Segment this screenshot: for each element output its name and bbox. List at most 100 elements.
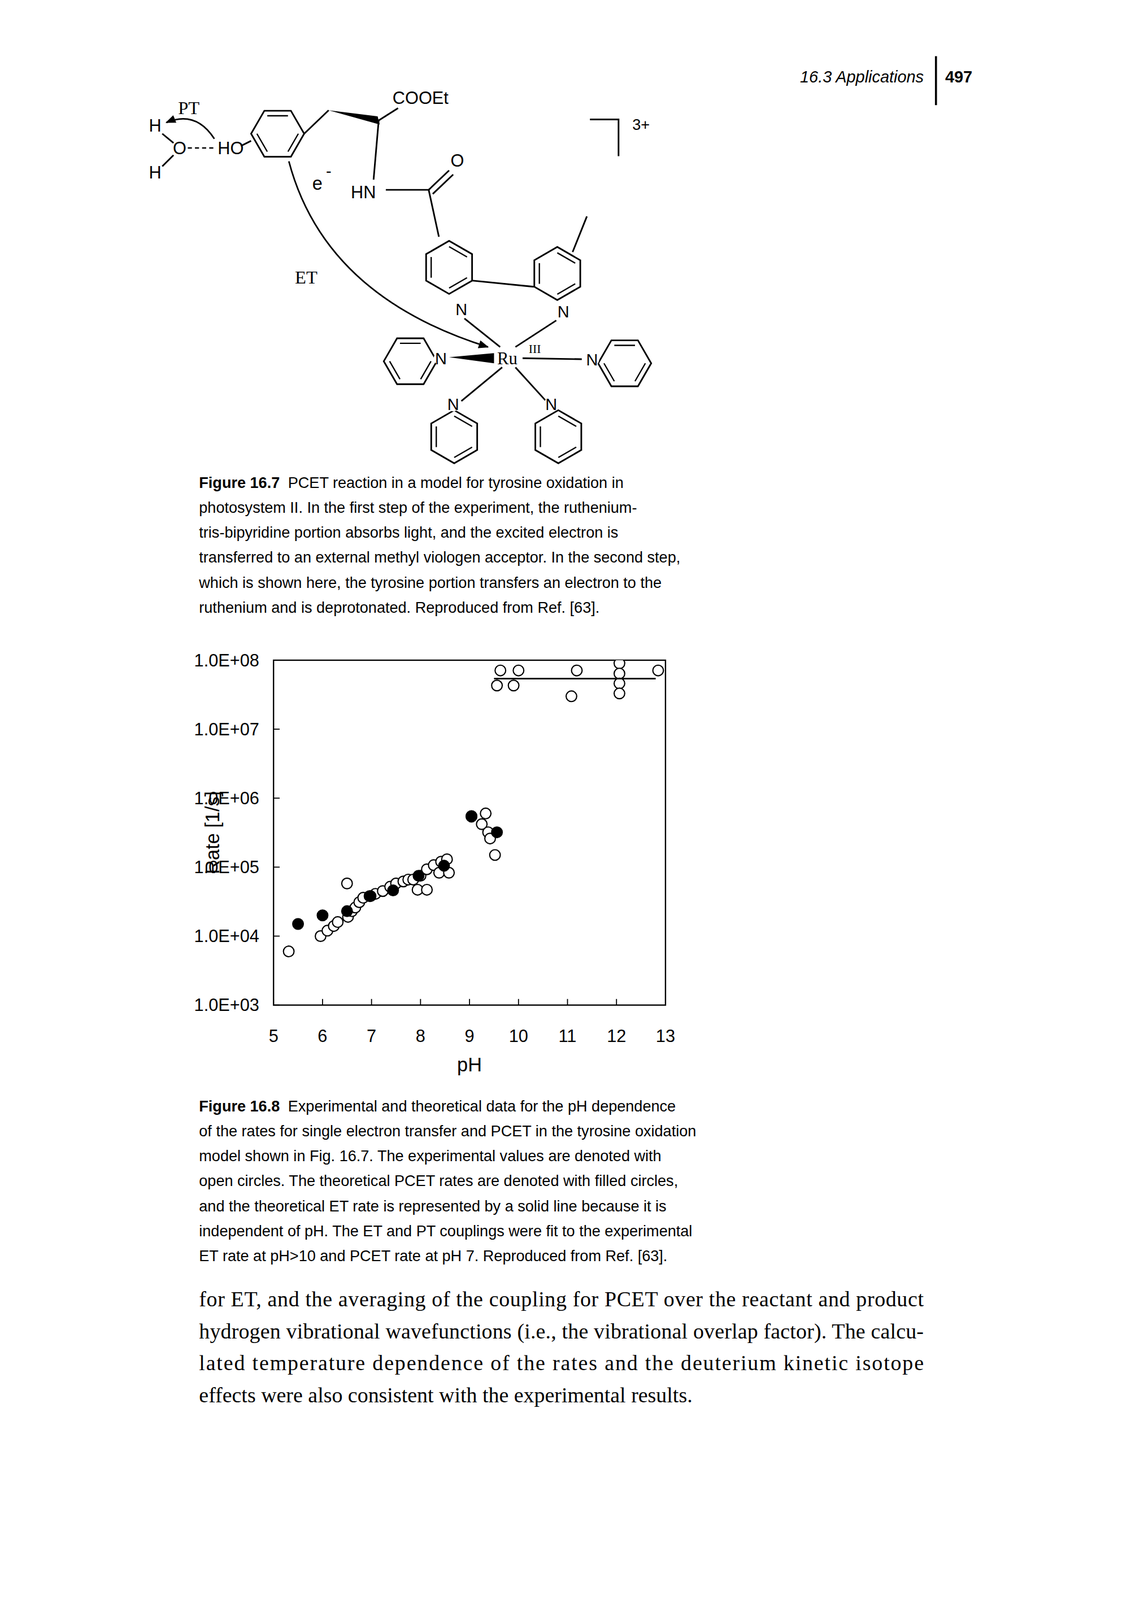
caption-text: model shown in Fig. 16.7. The experiment… xyxy=(198,1147,662,1165)
experiment-point xyxy=(614,688,625,699)
caption-text: independent of pH. The ET and PT couplin… xyxy=(198,1222,693,1241)
experiment-point xyxy=(466,811,477,823)
structure-label: ET xyxy=(294,267,318,288)
experiment-point xyxy=(614,660,625,669)
theory-point xyxy=(341,906,353,917)
structure-label: e xyxy=(312,173,323,194)
caption-text: of the rates for single electron transfe… xyxy=(198,1122,697,1141)
caption-line: transferred to an external methyl violog… xyxy=(198,548,681,567)
bond xyxy=(538,263,541,285)
caption-line: Figure 16.8Experimental and theoretical … xyxy=(198,1097,676,1116)
x-tick xyxy=(419,999,421,1006)
caption-text: PCET reaction in a model for tyrosine ox… xyxy=(288,473,624,492)
experiment-point xyxy=(283,946,295,958)
y-axis-title: Rate [1/s] xyxy=(201,791,224,875)
bond xyxy=(464,318,500,348)
bond xyxy=(572,216,587,252)
bond xyxy=(557,253,576,264)
page-number: 497 xyxy=(945,67,973,86)
body-line: for ET, and the averaging of the couplin… xyxy=(198,1287,924,1312)
structure-label: PT xyxy=(177,97,200,119)
theory-point xyxy=(466,811,477,823)
structure-label: N xyxy=(585,350,598,369)
charge-bracket xyxy=(589,119,619,156)
bond xyxy=(420,361,432,380)
bond xyxy=(428,170,450,190)
x-tick-label: 9 xyxy=(464,1026,475,1047)
caption-line: open circles. The theoretical PCET rates… xyxy=(198,1172,678,1190)
y-tick xyxy=(273,797,280,799)
bond xyxy=(399,342,421,345)
bond xyxy=(558,447,577,458)
caption-text: transferred to an external methyl violog… xyxy=(198,548,681,567)
structure-label: N xyxy=(447,395,460,414)
y-tick xyxy=(273,728,280,730)
experiment-point xyxy=(491,680,503,691)
x-tick-label: 10 xyxy=(509,1026,529,1047)
theory-point xyxy=(387,885,399,897)
structure-label: III xyxy=(528,342,542,356)
x-tick-label: 11 xyxy=(558,1026,577,1047)
bond xyxy=(162,133,174,143)
x-tick-label: 5 xyxy=(268,1026,279,1047)
x-tick xyxy=(371,999,373,1006)
structure-label: HO xyxy=(217,138,244,159)
x-tick xyxy=(615,999,617,1006)
caption-text: ruthenium and is deprotonated. Reproduce… xyxy=(198,598,600,617)
x-tick-label: 7 xyxy=(366,1026,377,1047)
running-head: 16.3 Applications xyxy=(799,67,924,86)
x-tick-label: 6 xyxy=(317,1026,328,1047)
structure-label: H xyxy=(149,162,162,183)
ring xyxy=(535,410,582,464)
caption-text: photosystem II. In the first step of the… xyxy=(198,498,637,517)
caption-line: which is shown here, the tyrosine portio… xyxy=(198,573,662,592)
bond xyxy=(428,189,439,237)
theory-point xyxy=(438,860,450,872)
et-arrow xyxy=(288,161,488,348)
theory-point xyxy=(317,910,329,921)
y-tick xyxy=(273,866,280,868)
structure-label: H xyxy=(149,115,162,136)
bond xyxy=(257,133,268,152)
structure-label: 3+ xyxy=(632,115,650,134)
bond xyxy=(385,189,429,191)
caption-label: Figure 16.8 xyxy=(198,1097,280,1116)
theory-point xyxy=(292,919,304,930)
structure: PTHOHOHCOOEtOHNe-ETNNNNNNRuIII3+ xyxy=(149,88,652,464)
bond xyxy=(461,367,503,402)
bond xyxy=(389,361,400,380)
experiment-point xyxy=(480,808,491,820)
bond xyxy=(432,174,454,194)
experiment-point xyxy=(494,665,506,677)
x-tick xyxy=(518,999,520,1006)
y-tick-label: 1.0E+03 xyxy=(194,995,260,1016)
ring xyxy=(250,110,304,157)
x-axis-title: pH xyxy=(457,1054,482,1076)
theory-point xyxy=(364,890,376,902)
bond xyxy=(449,246,468,258)
et-rate-line xyxy=(493,677,656,680)
bond xyxy=(303,110,329,134)
ring xyxy=(383,338,437,385)
caption-line: model shown in Fig. 16.7. The experiment… xyxy=(198,1147,662,1165)
caption-text: open circles. The theoretical PCET rates… xyxy=(198,1172,678,1190)
bond xyxy=(603,363,615,382)
page-svg: 16.3 Applications497PTHOHOHCOOEtOHNe-ETN… xyxy=(0,0,1135,1600)
caption-text: which is shown here, the tyrosine portio… xyxy=(198,573,662,592)
wedge-bond xyxy=(328,110,380,125)
bond xyxy=(454,416,473,427)
experiment-point xyxy=(421,884,433,896)
x-tick xyxy=(322,999,324,1006)
x-tick-label: 8 xyxy=(415,1026,426,1047)
head-rule xyxy=(935,55,938,106)
bond xyxy=(635,363,646,382)
experiment-point xyxy=(332,916,343,928)
body-line: hydrogen vibrational wavefunctions (i.e.… xyxy=(198,1319,924,1345)
bond xyxy=(288,133,299,152)
experiment-point xyxy=(571,665,583,677)
bond xyxy=(435,426,437,448)
structure-label: N xyxy=(455,300,468,319)
ring xyxy=(534,246,581,300)
bond xyxy=(472,280,534,287)
ring xyxy=(598,340,652,387)
